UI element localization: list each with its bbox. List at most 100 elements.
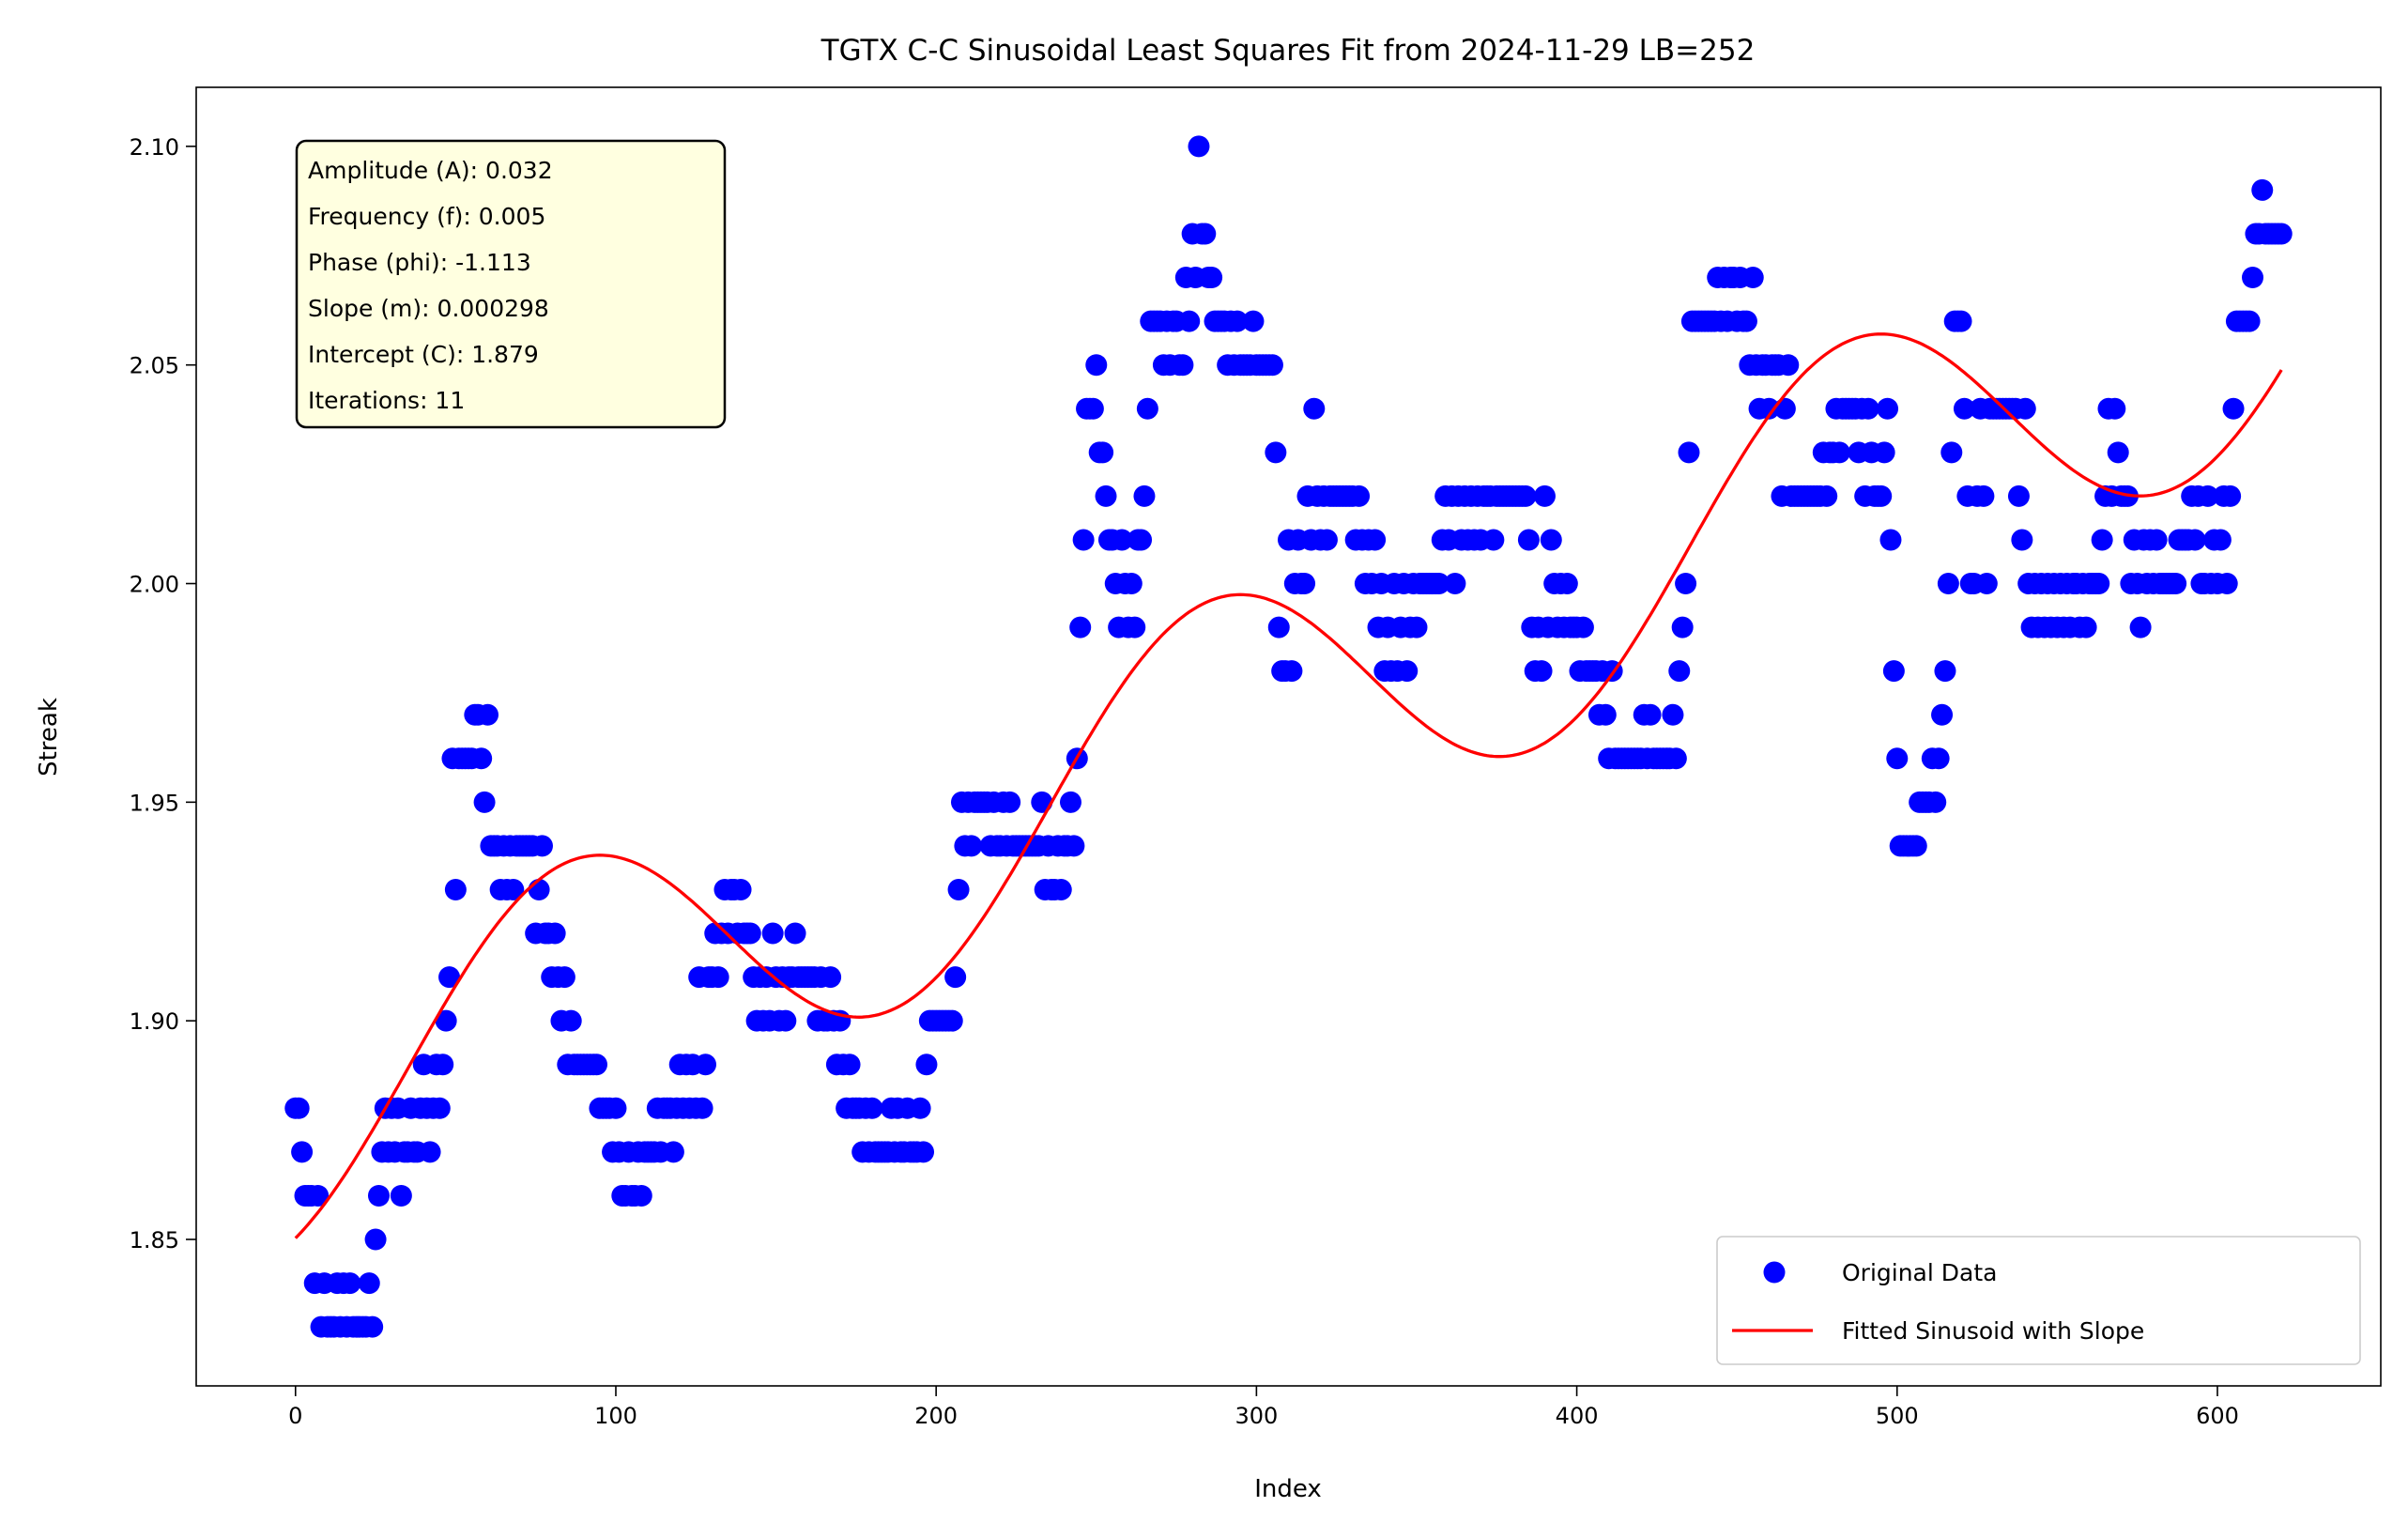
data-point [1972, 484, 1995, 507]
data-point [1517, 529, 1540, 551]
data-point [1130, 529, 1153, 551]
data-point [1294, 573, 1316, 595]
data-point [1242, 310, 1265, 332]
data-point [287, 1097, 310, 1119]
data-point [947, 878, 970, 900]
x-tick-label: 200 [914, 1403, 958, 1429]
x-tick-label: 400 [1556, 1403, 1599, 1429]
data-point [1540, 529, 1562, 551]
data-point [1639, 703, 1662, 726]
data-point [2209, 529, 2232, 551]
data-point [1925, 791, 1947, 813]
data-point [1735, 310, 1757, 332]
data-point [1085, 354, 1108, 377]
data-point [364, 1228, 387, 1251]
data-point [358, 1272, 380, 1295]
data-point [1594, 703, 1617, 726]
data-point [2222, 397, 2245, 420]
data-point [2014, 397, 2036, 420]
data-point [2219, 484, 2242, 507]
data-point [784, 922, 806, 945]
data-point [662, 1141, 684, 1163]
data-point [2165, 573, 2187, 595]
data-point [707, 966, 729, 989]
legend-label-fitted: Fitted Sinusoid with Slope [1842, 1317, 2144, 1345]
data-point [1882, 660, 1905, 683]
data-point [1031, 791, 1053, 813]
fit-parameter-line: Frequency (f): 0.005 [308, 203, 545, 230]
data-point [605, 1097, 627, 1119]
data-point [761, 922, 784, 945]
data-point [560, 1009, 582, 1032]
data-point [729, 878, 752, 900]
data-point [1069, 616, 1092, 638]
data-point [2251, 178, 2274, 201]
data-point [586, 1054, 608, 1076]
data-point [820, 966, 842, 989]
y-tick-label: 1.95 [130, 790, 179, 816]
data-point [1773, 397, 1796, 420]
data-point [944, 966, 967, 989]
data-point [739, 922, 761, 945]
data-point [1530, 660, 1553, 683]
data-point [1281, 660, 1303, 683]
data-point [999, 791, 1021, 813]
y-tick-label: 2.10 [130, 134, 179, 161]
data-point [2011, 529, 2033, 551]
data-point [1975, 573, 1998, 595]
data-point [444, 878, 467, 900]
data-point [2145, 529, 2168, 551]
data-point [1172, 354, 1194, 377]
data-point [1664, 747, 1687, 770]
x-tick-label: 0 [288, 1403, 302, 1429]
x-axis-ticks: 0 100 200 300 400 500 600 [288, 1386, 2239, 1429]
plot-area [284, 135, 2293, 1338]
legend: Original Data Fitted Sinusoid with Slope [1716, 1236, 2361, 1365]
data-point [1072, 529, 1095, 551]
data-point [1940, 441, 1963, 464]
data-point [1675, 573, 1697, 595]
data-point [1303, 397, 1326, 420]
data-point [530, 835, 553, 857]
data-point [435, 1009, 457, 1032]
x-tick-label: 500 [1876, 1403, 1919, 1429]
data-point [1226, 310, 1249, 332]
data-point [2091, 529, 2113, 551]
fit-parameter-line: Intercept (C): 1.879 [308, 341, 539, 368]
data-point [941, 1009, 963, 1032]
data-point [1178, 310, 1201, 332]
data-point [339, 1272, 361, 1295]
data-point [1777, 354, 1800, 377]
data-point [1950, 310, 1972, 332]
x-axis-label: Index [1254, 1475, 1322, 1503]
data-point [2242, 267, 2264, 289]
data-point [1886, 747, 1909, 770]
data-point [2197, 484, 2219, 507]
fitted-sinusoid-line [294, 332, 2283, 1239]
data-point [1265, 441, 1287, 464]
data-point [775, 1009, 797, 1032]
data-point [367, 1184, 390, 1207]
y-axis-ticks: 1.85 1.90 1.95 2.00 2.05 2.10 [130, 134, 196, 1253]
data-point [1124, 616, 1146, 638]
data-point [909, 1097, 931, 1119]
data-point [2216, 573, 2238, 595]
data-point [2075, 616, 2097, 638]
x-tick-label: 300 [1235, 1403, 1278, 1429]
data-point [1482, 529, 1505, 551]
data-point [1533, 484, 1556, 507]
data-point [428, 1097, 451, 1119]
fit-parameters-box: Amplitude (A): 0.032 Frequency (f): 0.005… [295, 139, 727, 429]
data-point [1444, 573, 1466, 595]
data-point [1877, 397, 1899, 420]
data-point [1201, 267, 1223, 289]
data-point [1092, 441, 1114, 464]
data-point [2129, 616, 2152, 638]
data-point [1572, 616, 1594, 638]
data-point [2270, 223, 2293, 245]
data-point [1668, 660, 1691, 683]
data-point [1063, 835, 1085, 857]
data-point [1364, 529, 1387, 551]
data-point [1136, 397, 1158, 420]
data-point [502, 878, 525, 900]
